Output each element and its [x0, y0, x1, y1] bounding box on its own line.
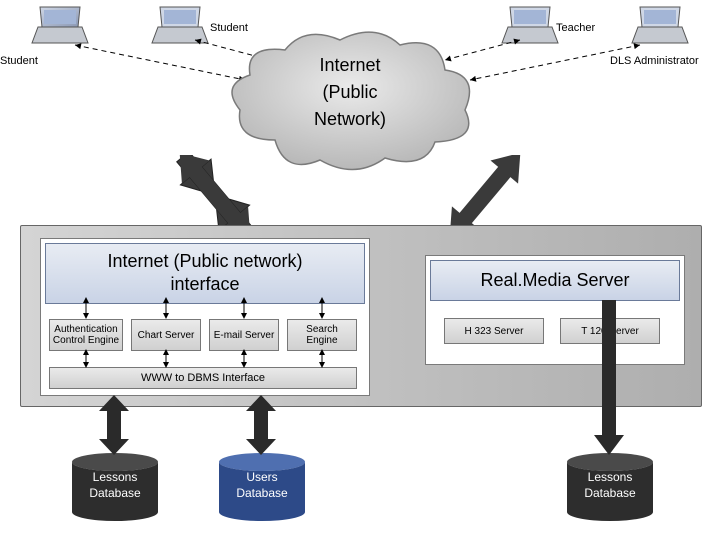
laptop-student1 [30, 5, 90, 45]
left-panel: Internet (Public network) interface Auth… [40, 238, 370, 396]
db1-line1: Lessons [93, 470, 138, 484]
right-panel-title: Real.Media Server [430, 260, 680, 301]
www-dbms-box: WWW to DBMS Interface [49, 367, 357, 389]
module-email: E-mail Server [209, 319, 279, 351]
db3-line1: Lessons [588, 470, 633, 484]
left-title-line1: Internet (Public network) [107, 251, 302, 271]
internet-cloud: Internet (Public Network) [225, 30, 475, 180]
label-teacher: Teacher [556, 22, 595, 34]
db1-line2: Database [89, 486, 140, 500]
cloud-line3: Network) [314, 109, 386, 129]
db-users: Users Database [217, 452, 307, 522]
module-t120: T 120 Server [560, 318, 660, 344]
module-auth: Authentication Control Engine [49, 319, 123, 351]
db2-line2: Database [236, 486, 287, 500]
laptop-teacher [500, 5, 560, 45]
laptop-student2 [150, 5, 210, 45]
left-panel-title: Internet (Public network) interface [45, 243, 365, 304]
module-h323: H 323 Server [444, 318, 544, 344]
label-student1: Student [0, 55, 38, 67]
db3-line2: Database [584, 486, 635, 500]
cloud-line1: Internet [319, 55, 380, 75]
module-chart: Chart Server [131, 319, 201, 351]
right-panel: Real.Media Server H 323 Server T 120 Ser… [425, 255, 685, 365]
db2-line1: Users [246, 470, 277, 484]
laptop-dlsadmin [630, 5, 690, 45]
left-title-line2: interface [170, 274, 239, 294]
db-lessons-2: Lessons Database [565, 452, 655, 522]
label-dlsadmin: DLS Administrator [610, 55, 699, 67]
db-lessons-1: Lessons Database [70, 452, 160, 522]
module-search: Search Engine [287, 319, 357, 351]
cloud-line2: (Public [322, 82, 377, 102]
